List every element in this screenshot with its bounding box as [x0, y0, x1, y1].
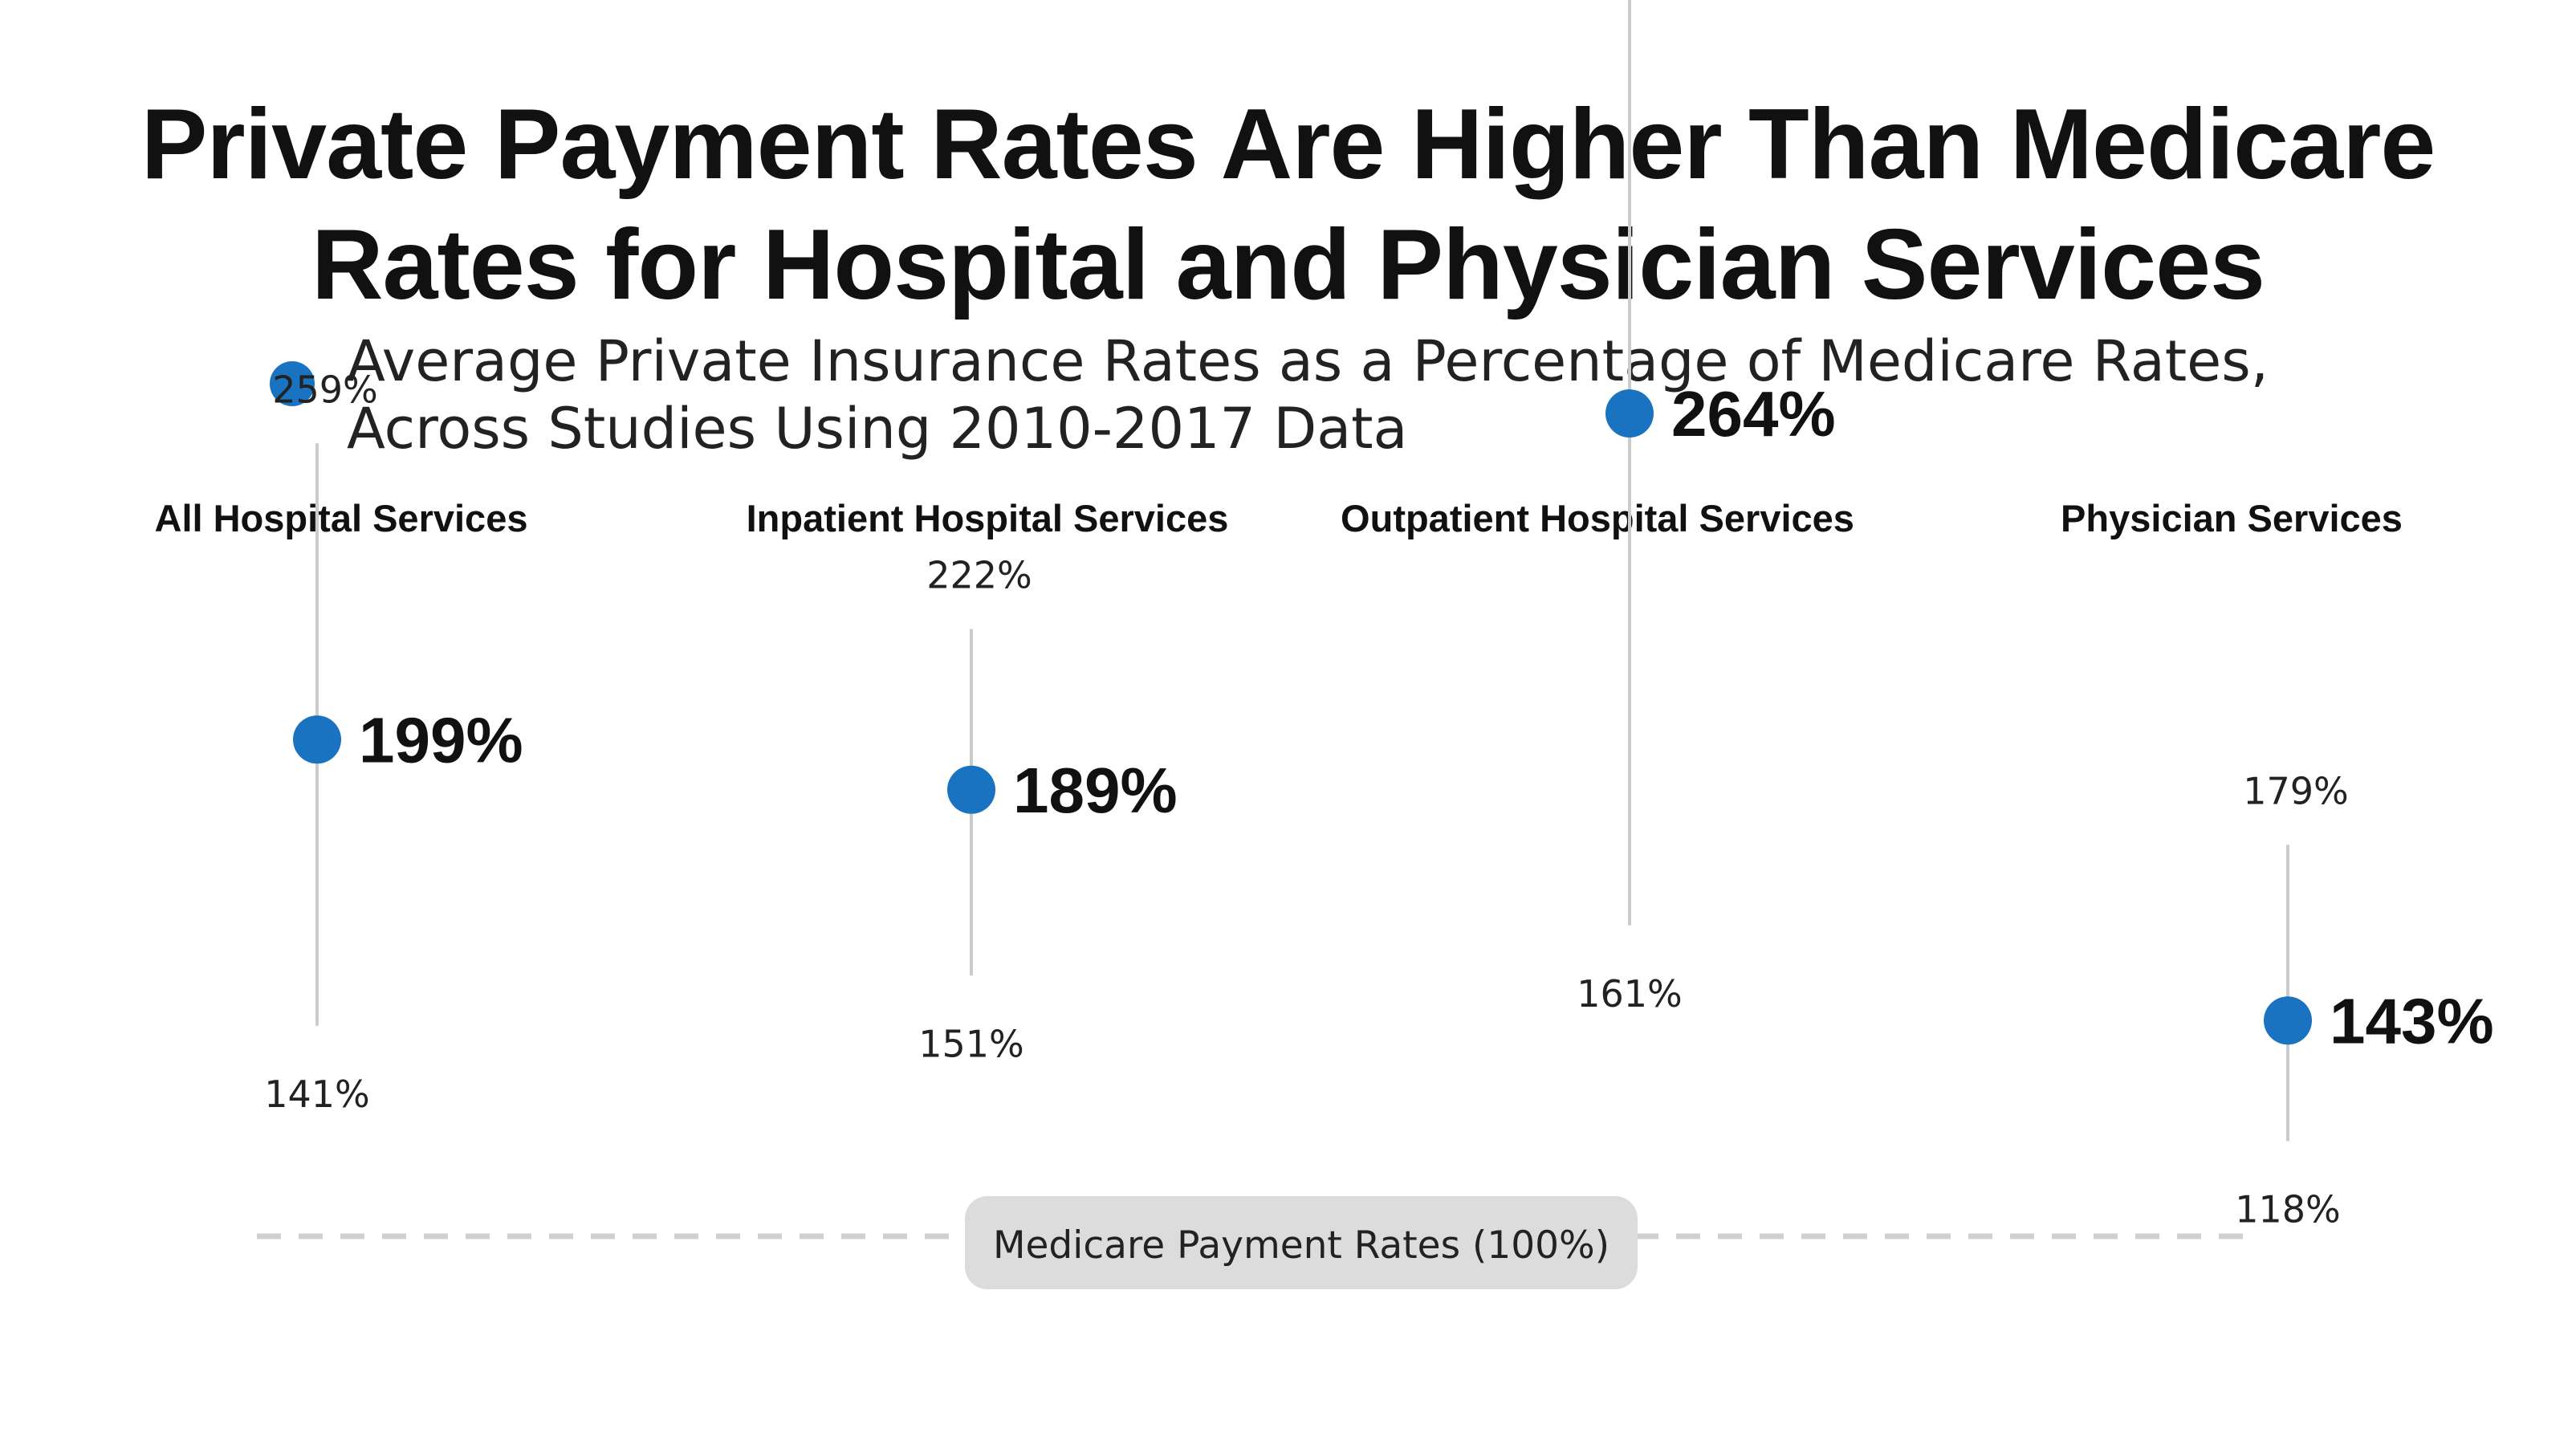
average-dot-physician-services	[2264, 996, 2312, 1045]
high-label-physician-services: 179%	[2243, 769, 2349, 812]
legend: Average Private Insurance Rates as a Per…	[270, 328, 2314, 462]
category-header-outpatient-hospital-services: Outpatient Hospital Services	[1341, 497, 1854, 539]
average-dot-outpatient-hospital-services	[1605, 389, 1654, 438]
category-header-physician-services: Physician Services	[2061, 497, 2403, 539]
high-label-inpatient-hospital-services: 222%	[926, 554, 1032, 597]
legend-label: Average Private Insurance Rates as a Per…	[347, 328, 2269, 462]
average-label-physician-services: 143%	[2330, 985, 2494, 1056]
low-label-physician-services: 118%	[2235, 1188, 2341, 1231]
average-label-inpatient-hospital-services: 189%	[1013, 755, 1178, 826]
baseline-label: Medicare Payment Rates (100%)	[993, 1223, 1609, 1268]
average-dot-all-hospital-services	[293, 715, 341, 764]
chart-title: Private Payment Rates Are Higher Than Me…	[140, 89, 2436, 320]
low-label-all-hospital-services: 141%	[264, 1073, 370, 1116]
average-label-all-hospital-services: 199%	[359, 704, 523, 775]
baseline-label-background	[965, 1196, 1638, 1289]
legend-dot-icon	[270, 361, 315, 406]
low-label-inpatient-hospital-services: 151%	[918, 1022, 1024, 1065]
average-label-outpatient-hospital-services: 264%	[1671, 378, 1836, 450]
category-header-all-hospital-services: All Hospital Services	[155, 497, 528, 539]
low-label-outpatient-hospital-services: 161%	[1577, 972, 1683, 1016]
average-dot-inpatient-hospital-services	[947, 765, 995, 814]
high-label-all-hospital-services: 259%	[272, 368, 378, 411]
category-header-inpatient-hospital-services: Inpatient Hospital Services	[747, 497, 1229, 539]
